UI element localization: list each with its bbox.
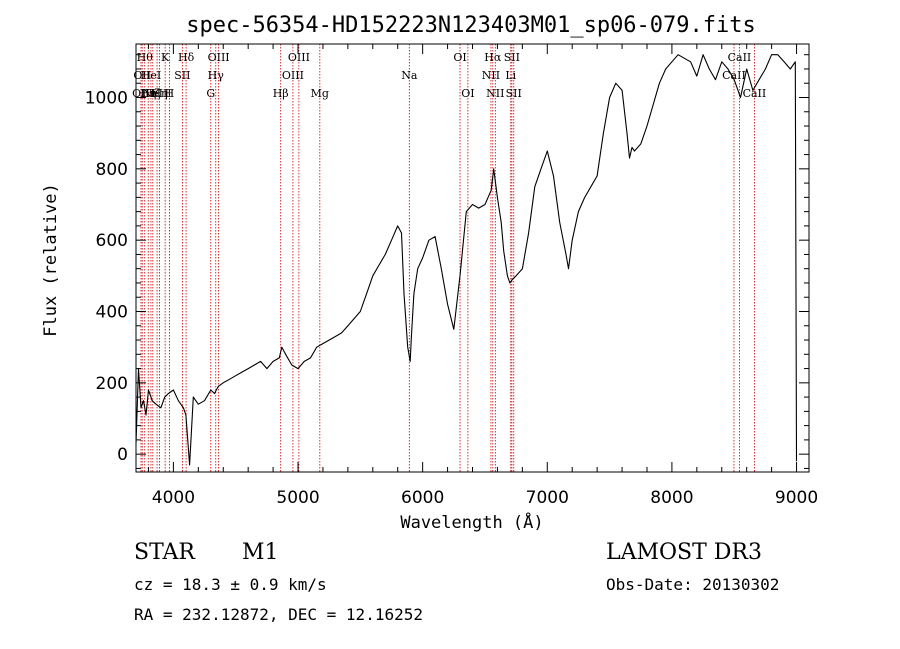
object-subclass: M1	[242, 540, 279, 565]
spectrum-line	[135, 54, 798, 466]
y-tick-label: 400	[96, 303, 128, 323]
observation-date: Obs-Date: 20130302	[606, 575, 780, 594]
y-tick-label: 0	[117, 445, 128, 465]
plot-frame	[135, 43, 810, 473]
spectrum-chart: spec-56354-HD152223N123403M01_sp06-079.f…	[41, 13, 818, 533]
x-tick-label: 7000	[526, 488, 569, 508]
x-axis-label: Wavelength (Å)	[400, 511, 543, 533]
line-label: OII	[132, 87, 150, 100]
line-label: CaII	[743, 87, 767, 100]
line-label: G	[206, 87, 215, 100]
line-label: NII	[486, 87, 504, 100]
line-label: OIII	[282, 69, 304, 82]
x-tick-label: 9000	[775, 488, 818, 508]
line-label: K	[161, 51, 170, 64]
axes-group: 4000 5000 6000 7000 8000 9000 0 200 400 600 800 100…	[85, 44, 818, 508]
line-label: CaII	[722, 69, 746, 82]
spectral-line-markers: OIIOIIHθHηHeIHζNeIIIHηKHSIIHδGHγOIIIHβOI…	[132, 44, 766, 472]
line-label: SII	[504, 51, 520, 64]
x-tick-label: 4000	[152, 488, 195, 508]
line-label: CaII	[728, 51, 752, 64]
line-label: Hη	[151, 87, 167, 100]
y-tick-label: 200	[96, 374, 128, 394]
line-label: OIII	[288, 51, 310, 64]
line-label: OI	[453, 51, 466, 64]
redshift-velocity: cz = 18.3 ± 0.9 km/s	[134, 575, 327, 594]
x-tick-label: 5000	[276, 488, 319, 508]
line-label: Hη	[140, 87, 156, 100]
line-label: Hβ	[273, 87, 289, 100]
y-tick-label: 1000	[85, 89, 128, 109]
line-label: Na	[401, 69, 418, 82]
line-label: OII	[133, 69, 151, 82]
line-label: SII	[506, 87, 522, 100]
chart-title: spec-56354-HD152223N123403M01_sp06-079.f…	[186, 13, 756, 38]
line-label: NeIII	[142, 87, 171, 100]
line-label: Hδ	[178, 51, 195, 64]
y-axis-label: Flux (relative)	[41, 183, 61, 337]
line-label: H	[165, 87, 175, 100]
line-label: Li	[505, 69, 516, 82]
object-class: STAR	[134, 540, 195, 565]
line-label: OIII	[208, 51, 230, 64]
line-label: NII	[482, 69, 500, 82]
x-tick-label: 6000	[401, 488, 444, 508]
series-group	[135, 54, 798, 466]
line-label: OI	[461, 87, 474, 100]
line-label: SII	[174, 69, 190, 82]
y-tick-label: 800	[96, 160, 128, 180]
line-label: HeI	[141, 69, 161, 82]
survey-name: LAMOST DR3	[606, 540, 762, 565]
line-label: Mg	[311, 87, 329, 100]
y-tick-label: 600	[96, 231, 128, 251]
line-label: Hα	[484, 51, 502, 64]
line-label: Hγ	[208, 69, 225, 82]
sky-coordinates: RA = 232.12872, DEC = 12.16252	[134, 605, 423, 624]
x-tick-label: 8000	[650, 488, 693, 508]
